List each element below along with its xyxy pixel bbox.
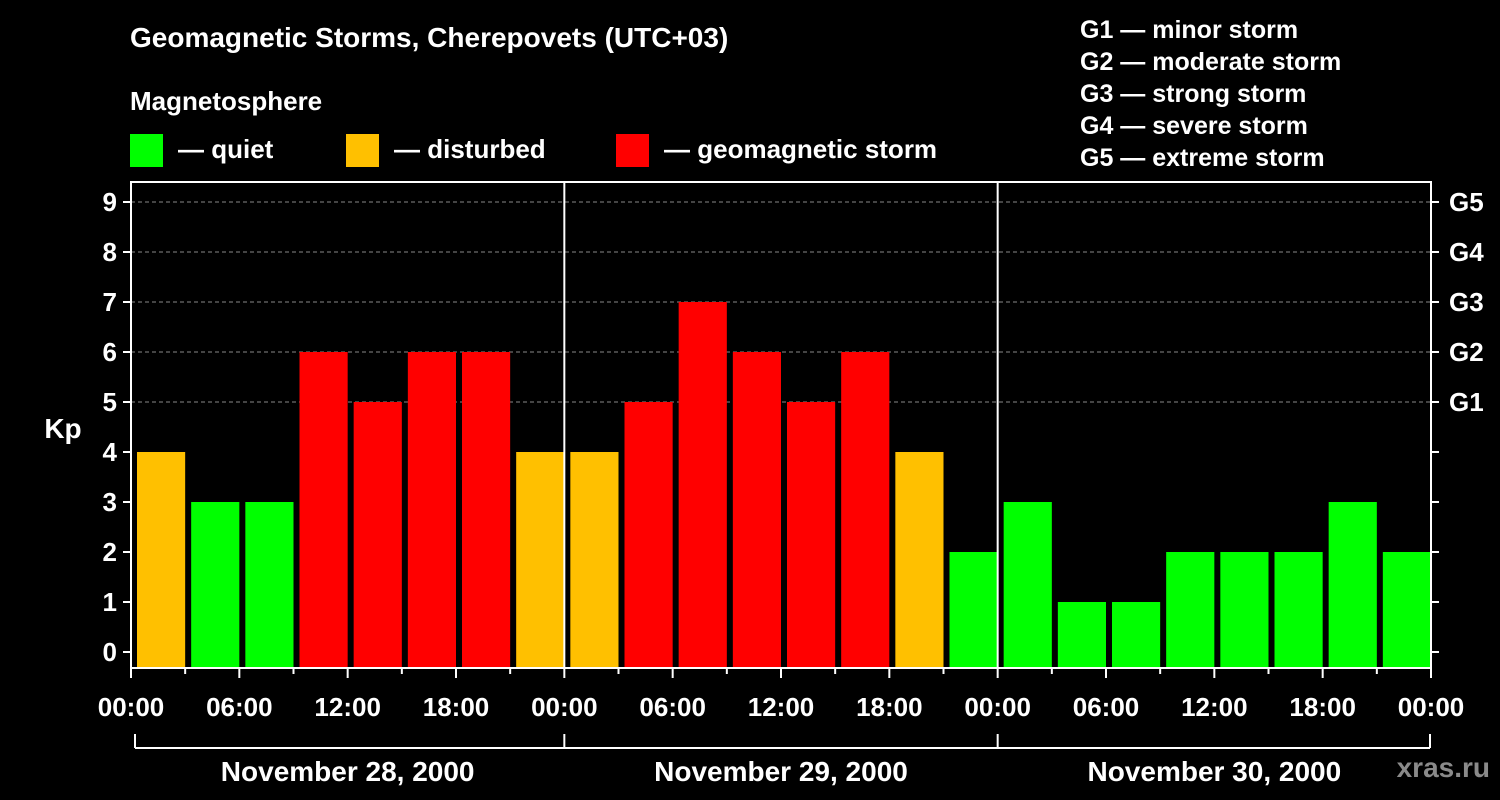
kp-bar (1057, 602, 1106, 668)
kp-bar (570, 452, 619, 668)
storm-scale-g5: G5 — extreme storm (1080, 144, 1325, 172)
y-tick-label: 1 (103, 587, 117, 617)
kp-bar (191, 502, 240, 668)
kp-bar (1166, 552, 1215, 668)
y-tick-label: 8 (103, 237, 117, 267)
kp-bar (678, 302, 727, 668)
kp-bar (407, 352, 456, 668)
y-tick-label: 5 (103, 387, 117, 417)
kp-bar (732, 352, 781, 668)
kp-bar (245, 502, 294, 668)
x-tick-label: 12:00 (1181, 692, 1248, 722)
g-level-label: G3 (1449, 287, 1484, 317)
g-level-label: G2 (1449, 337, 1484, 367)
x-tick-label: 00:00 (1398, 692, 1465, 722)
legend-swatch-disturbed (346, 134, 379, 167)
kp-bar (949, 552, 998, 668)
kp-bar (1220, 552, 1269, 668)
storm-scale-g3: G3 — strong storm (1080, 80, 1307, 108)
y-tick-label: 9 (103, 187, 117, 217)
kp-bar (516, 452, 565, 668)
y-tick-label: 0 (103, 637, 117, 667)
storm-scale-list: G1 — minor storm G2 — moderate storm G3 … (1080, 14, 1341, 174)
x-tick-label: 06:00 (639, 692, 706, 722)
y-tick-label: 6 (103, 337, 117, 367)
section-label: Magnetosphere (130, 86, 323, 116)
legend-swatch-quiet (130, 134, 163, 167)
g-level-label: G5 (1449, 187, 1484, 217)
x-tick-label: 18:00 (856, 692, 923, 722)
kp-bar (1274, 552, 1323, 668)
y-tick-label: 7 (103, 287, 117, 317)
kp-bar (137, 452, 186, 668)
legend-swatch-storm (616, 134, 649, 167)
x-tick-label: 00:00 (98, 692, 165, 722)
storm-scale-g1: G1 — minor storm (1080, 16, 1299, 44)
y-tick-label: 4 (103, 437, 118, 467)
kp-bar (1112, 602, 1161, 668)
storm-scale-g2: G2 — moderate storm (1080, 48, 1342, 76)
chart-title: Geomagnetic Storms, Cherepovets (UTC+03) (130, 22, 729, 53)
kp-bar (462, 352, 511, 668)
kp-bar (299, 352, 348, 668)
x-tick-label: 06:00 (206, 692, 273, 722)
x-tick-label: 00:00 (531, 692, 598, 722)
kp-bar (624, 402, 673, 668)
y-axis-label: Kp (44, 413, 81, 444)
x-tick-label: 12:00 (748, 692, 815, 722)
day-label: November 28, 2000 (221, 756, 475, 787)
kp-bar (1328, 502, 1377, 668)
kp-bar (895, 452, 944, 668)
x-tick-label: 18:00 (423, 692, 490, 722)
kp-bar (1003, 502, 1052, 668)
storm-scale-g4: G4 — severe storm (1080, 112, 1308, 140)
g-level-label: G4 (1449, 237, 1484, 267)
legend-label-quiet: — quiet (178, 134, 274, 164)
g-level-label: G1 (1449, 387, 1484, 417)
legend-label-storm: — geomagnetic storm (664, 134, 938, 164)
legend-label-disturbed: — disturbed (394, 134, 546, 164)
brand-watermark: xras.ru (1396, 752, 1490, 783)
y-tick-label: 2 (103, 537, 117, 567)
x-tick-label: 06:00 (1073, 692, 1140, 722)
kp-bar (1382, 552, 1431, 668)
x-tick-label: 00:00 (964, 692, 1031, 722)
kp-bar (353, 402, 402, 668)
kp-bar (787, 402, 836, 668)
x-tick-label: 12:00 (314, 692, 381, 722)
kp-bar (841, 352, 890, 668)
day-label: November 29, 2000 (654, 756, 908, 787)
day-label: November 30, 2000 (1087, 756, 1341, 787)
y-tick-label: 3 (103, 487, 117, 517)
x-tick-label: 18:00 (1289, 692, 1356, 722)
